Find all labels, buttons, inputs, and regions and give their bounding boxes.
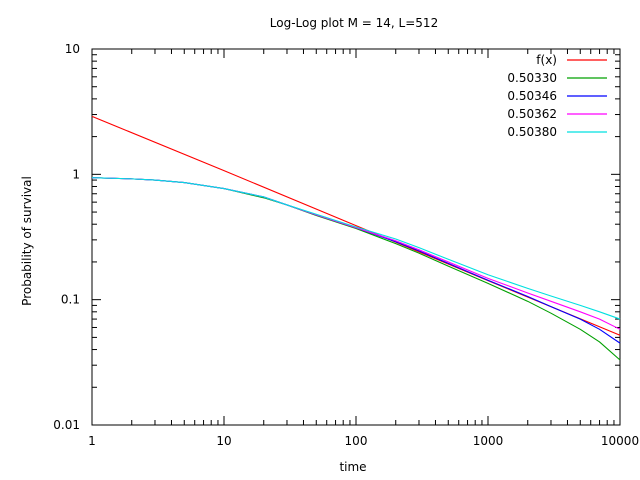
y-tick-label: 10 — [65, 42, 80, 56]
series-line-2 — [91, 177, 621, 344]
chart-title: Log-Log plot M = 14, L=512 — [270, 16, 438, 30]
series-line-3 — [91, 177, 621, 330]
x-tick-label: 100 — [345, 434, 368, 448]
y-axis-label: Probability of survival — [20, 176, 34, 306]
legend-label: 0.50346 — [507, 89, 557, 103]
legend-label: 0.50380 — [507, 125, 557, 139]
legend-label: f(x) — [536, 53, 557, 67]
legend-label: 0.50330 — [507, 71, 557, 85]
y-tick-label: 1 — [72, 167, 80, 181]
series-line-1 — [91, 177, 621, 361]
plot-frame — [91, 48, 621, 426]
x-tick-label: 1 — [88, 434, 96, 448]
x-tick-label: 10000 — [601, 434, 639, 448]
series-lines — [91, 115, 621, 361]
axis-ticks: 1 10 100 1000 10000 0.01 0.1 1 10 — [53, 42, 639, 448]
series-line-4 — [91, 177, 621, 320]
legend: f(x) 0.50330 0.50346 0.50362 0.50380 — [507, 53, 607, 139]
x-tick-label: 10 — [216, 434, 231, 448]
x-axis-label: time — [339, 460, 366, 474]
y-tick-label: 0.1 — [61, 293, 80, 307]
legend-label: 0.50362 — [507, 107, 557, 121]
x-tick-label: 1000 — [473, 434, 504, 448]
y-tick-label: 0.01 — [53, 418, 80, 432]
